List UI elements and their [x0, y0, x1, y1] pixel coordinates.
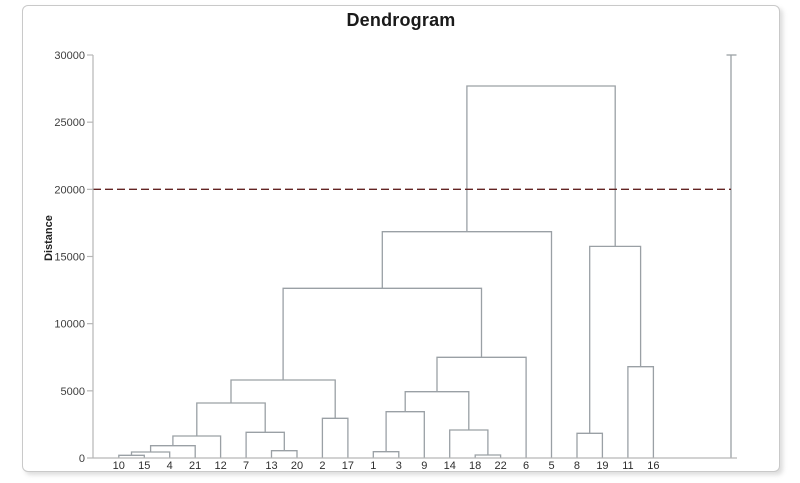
dendrogram-link	[245, 431, 285, 458]
leaf-label: 8	[574, 460, 580, 472]
leaf-label: 15	[138, 460, 150, 472]
leaf-label: 16	[647, 460, 659, 472]
dendrogram-link	[404, 391, 470, 430]
leaf-label: 19	[596, 460, 608, 472]
leaf-label: 10	[113, 460, 125, 472]
y-tick-label: 5000	[61, 386, 85, 398]
dendrogram-link	[270, 450, 298, 458]
leaf-label: 12	[214, 460, 226, 472]
leaf-label: 17	[342, 460, 354, 472]
y-tick-label: 15000	[54, 252, 85, 264]
dendrogram-link	[576, 432, 604, 458]
dendrogram-link	[589, 245, 642, 434]
dendrogram-link	[282, 287, 483, 380]
dendrogram-link	[466, 85, 616, 247]
chart-title: Dendrogram	[346, 10, 456, 30]
dendrogram-link	[449, 429, 489, 458]
leaf-label: 18	[469, 460, 481, 472]
leaf-label: 2	[319, 460, 325, 472]
dendrogram-link	[372, 451, 400, 458]
leaf-label: 6	[523, 460, 529, 472]
leaf-label: 9	[421, 460, 427, 472]
y-tick-label: 30000	[54, 50, 85, 62]
leaf-label: 1	[370, 460, 376, 472]
leaf-label: 20	[291, 460, 303, 472]
y-tick-label: 25000	[54, 117, 85, 129]
dendrogram-link	[172, 435, 222, 458]
leaf-label: 22	[495, 460, 507, 472]
leaf-label: 5	[548, 460, 554, 472]
leaf-label: 7	[243, 460, 249, 472]
leaf-label: 11	[622, 460, 633, 472]
y-tick-label: 10000	[54, 319, 85, 331]
leaf-label: 13	[265, 460, 277, 472]
leaf-label: 4	[167, 460, 173, 472]
leaf-label: 21	[189, 460, 201, 472]
leaf-label: 3	[396, 460, 402, 472]
dendrogram-link	[230, 379, 336, 419]
dendrogram-link	[196, 402, 266, 436]
dendrogram-link	[321, 417, 349, 458]
leaf-label: 14	[444, 460, 456, 472]
y-tick-label: 20000	[54, 184, 85, 196]
dendrogram-link	[436, 356, 527, 458]
dendrogram-link	[627, 366, 655, 458]
y-tick-label: 0	[79, 453, 85, 465]
